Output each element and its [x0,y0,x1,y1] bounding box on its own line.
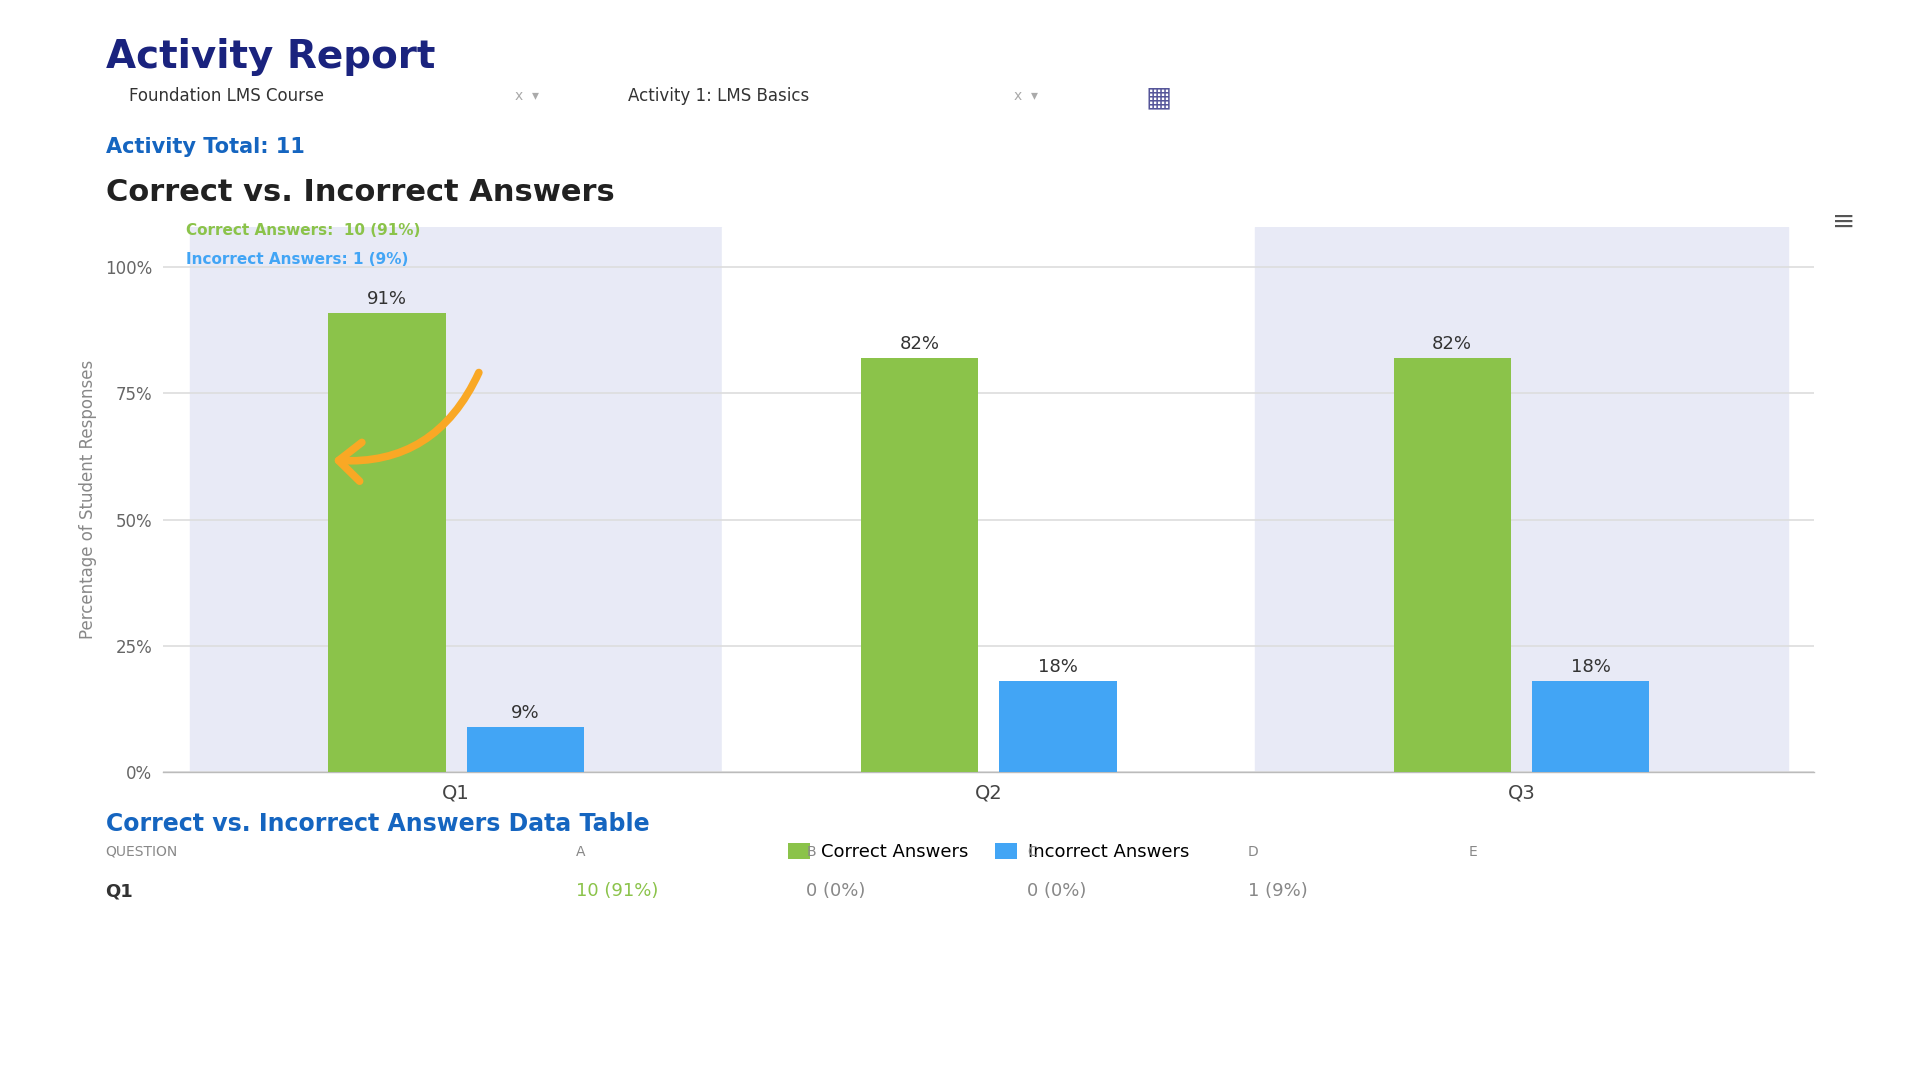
Text: x  ▾: x ▾ [515,90,540,103]
Bar [1256,227,1788,772]
Legend: Correct Answers, Incorrect Answers: Correct Answers, Incorrect Answers [781,836,1196,868]
Text: ≡: ≡ [1832,207,1855,235]
Text: Activity Report: Activity Report [106,38,436,76]
Text: Correct vs. Incorrect Answers: Correct vs. Incorrect Answers [106,178,614,207]
Text: 0 (0%): 0 (0%) [806,882,866,901]
Text: Incorrect Answers: 1 (9%): Incorrect Answers: 1 (9%) [186,253,409,267]
Text: x  ▾: x ▾ [1014,90,1039,103]
Text: 0 (0%): 0 (0%) [1027,882,1087,901]
Text: 18%: 18% [1039,658,1077,676]
Bar [1394,359,1511,772]
Text: 18%: 18% [1571,658,1611,676]
Text: Correct vs. Incorrect Answers Data Table: Correct vs. Incorrect Answers Data Table [106,812,649,836]
Text: 9%: 9% [511,704,540,721]
Bar [860,359,977,772]
FancyArrowPatch shape [338,373,478,482]
Text: 1 (9%): 1 (9%) [1248,882,1308,901]
Text: Q1: Q1 [106,882,132,901]
Text: E: E [1469,845,1478,859]
Bar [328,312,445,772]
Text: Activity 1: LMS Basics: Activity 1: LMS Basics [628,87,810,105]
Text: A: A [576,845,586,859]
Text: C: C [1027,845,1037,859]
Text: Foundation LMS Course: Foundation LMS Course [129,87,324,105]
Bar [467,727,584,772]
Text: B: B [806,845,816,859]
Bar [1000,681,1117,772]
Y-axis label: Percentage of Student Responses: Percentage of Student Responses [79,360,96,639]
Text: QUESTION: QUESTION [106,845,179,859]
Text: 82%: 82% [1432,335,1473,353]
Bar [190,227,722,772]
Text: Correct Answers:  10 (91%): Correct Answers: 10 (91%) [186,222,420,238]
Text: 10 (91%): 10 (91%) [576,882,659,901]
Text: 82%: 82% [900,335,939,353]
Bar [722,227,1256,772]
Text: ▦: ▦ [1146,83,1171,111]
Bar [1532,681,1649,772]
Text: Activity Total: 11: Activity Total: 11 [106,137,305,158]
Text: 91%: 91% [367,289,407,308]
Text: D: D [1248,845,1260,859]
